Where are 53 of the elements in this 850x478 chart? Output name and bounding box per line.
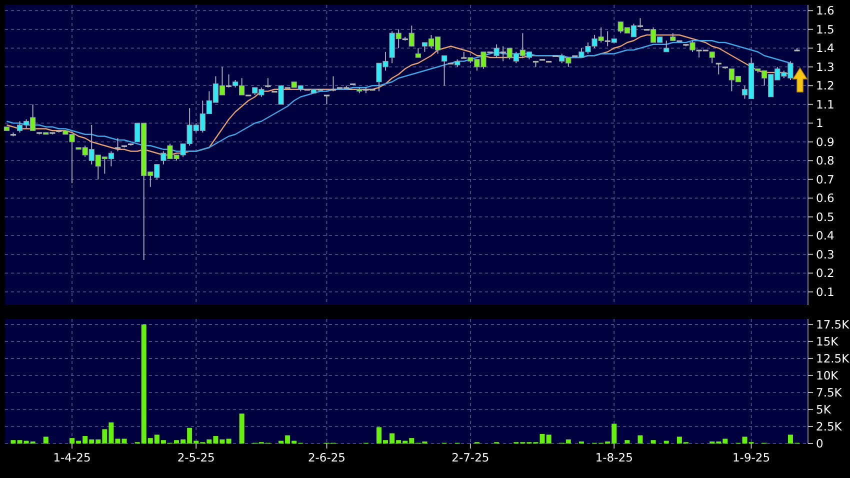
y-tick-label: 1.5 xyxy=(816,22,834,36)
y-tick-label: 0.9 xyxy=(816,134,834,149)
y-tick-label: 0.4 xyxy=(816,228,834,243)
candlestick xyxy=(716,62,722,75)
bar xyxy=(650,440,656,444)
y-tick-label: 0.8 xyxy=(816,154,834,168)
candlestick xyxy=(330,76,336,92)
x-tick-label: 1-9-25 xyxy=(732,450,770,464)
x-tick-label: 1-4-25 xyxy=(53,450,91,464)
candlestick xyxy=(114,138,121,152)
bar xyxy=(226,438,232,444)
candlestick xyxy=(604,30,610,47)
y-tick-label: 15K xyxy=(816,334,839,348)
y-tick-label: 12.5K xyxy=(816,351,850,366)
candlestick xyxy=(415,48,421,58)
candlestick xyxy=(324,94,330,105)
y-tick-label: 0 xyxy=(816,436,824,451)
y-tick-label: 5K xyxy=(816,402,832,417)
y-tick-label: 1.4 xyxy=(816,41,834,56)
y-tick-label: 2.5K xyxy=(816,420,842,434)
bar xyxy=(624,440,630,444)
y-tick-label: 1.6 xyxy=(816,4,834,18)
y-tick-label: 1 xyxy=(816,116,824,130)
bar xyxy=(43,436,48,444)
y-tick-label: 0.5 xyxy=(816,210,834,224)
bar xyxy=(638,435,643,444)
y-tick-label: 17.5K xyxy=(816,317,850,332)
bar xyxy=(239,414,244,444)
x-tick-label: 2-5-25 xyxy=(177,450,215,464)
y-tick-label: 10K xyxy=(816,368,839,382)
y-tick-label: 0.1 xyxy=(816,284,834,299)
y-tick-label: 0.2 xyxy=(816,266,834,280)
y-tick-label: 1.1 xyxy=(816,97,834,112)
x-tick-label: 2-7-25 xyxy=(452,450,490,464)
x-tick-label: 1-8-25 xyxy=(595,450,633,464)
candlestick xyxy=(442,55,448,86)
bar xyxy=(122,438,127,444)
candlestick xyxy=(265,78,271,88)
candlestick xyxy=(278,85,284,105)
x-tick-label: 2-6-25 xyxy=(308,450,346,464)
candlestick xyxy=(500,46,506,62)
y-tick-label: 0.3 xyxy=(816,247,834,262)
bar xyxy=(10,440,16,444)
y-tick-label: 7.5K xyxy=(816,386,842,400)
candlestick xyxy=(637,18,644,28)
bar xyxy=(664,440,669,444)
candlestick xyxy=(664,40,670,52)
y-tick-label: 1.2 xyxy=(816,78,834,93)
candlestick xyxy=(709,51,715,64)
y-tick-label: 1.3 xyxy=(816,60,834,74)
candlestick xyxy=(226,74,232,88)
y-tick-label: 0.7 xyxy=(816,172,834,186)
y-tick-label: 0.6 xyxy=(816,191,834,206)
